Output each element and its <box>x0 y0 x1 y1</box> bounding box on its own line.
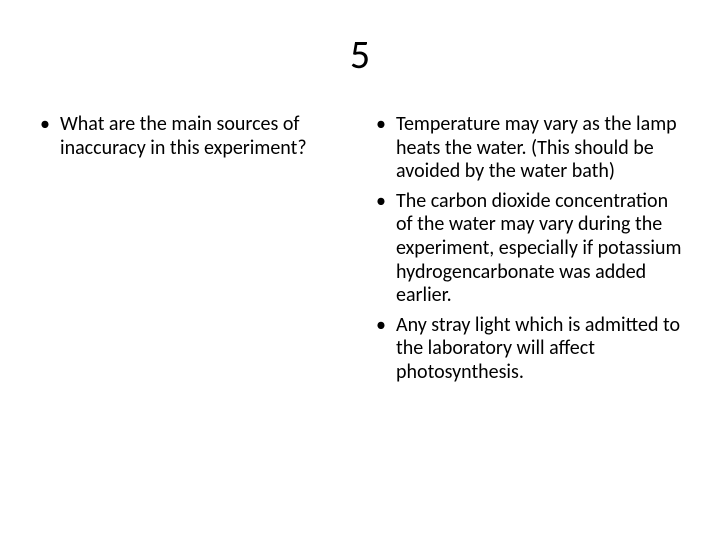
left-list: • What are the main sources of inaccurac… <box>36 113 348 160</box>
right-column: • Temperature may vary as the lamp heats… <box>372 113 684 391</box>
right-list: • Temperature may vary as the lamp heats… <box>372 113 684 385</box>
left-column: • What are the main sources of inaccurac… <box>36 113 348 391</box>
list-item-text: The carbon dioxide concentration of the … <box>396 190 684 308</box>
list-item-text: What are the main sources of inaccuracy … <box>60 113 348 160</box>
slide-title: 5 <box>36 30 684 79</box>
list-item: • The carbon dioxide concentration of th… <box>372 190 684 308</box>
list-item-text: Any stray light which is admitted to the… <box>396 314 684 385</box>
list-item: • Any stray light which is admitted to t… <box>372 314 684 385</box>
bullet-icon: • <box>372 190 396 308</box>
list-item-text: Temperature may vary as the lamp heats t… <box>396 113 684 184</box>
slide: 5 • What are the main sources of inaccur… <box>0 0 720 540</box>
columns: • What are the main sources of inaccurac… <box>36 113 684 391</box>
bullet-icon: • <box>372 113 396 184</box>
bullet-icon: • <box>36 113 60 160</box>
list-item: • Temperature may vary as the lamp heats… <box>372 113 684 184</box>
bullet-icon: • <box>372 314 396 385</box>
list-item: • What are the main sources of inaccurac… <box>36 113 348 160</box>
